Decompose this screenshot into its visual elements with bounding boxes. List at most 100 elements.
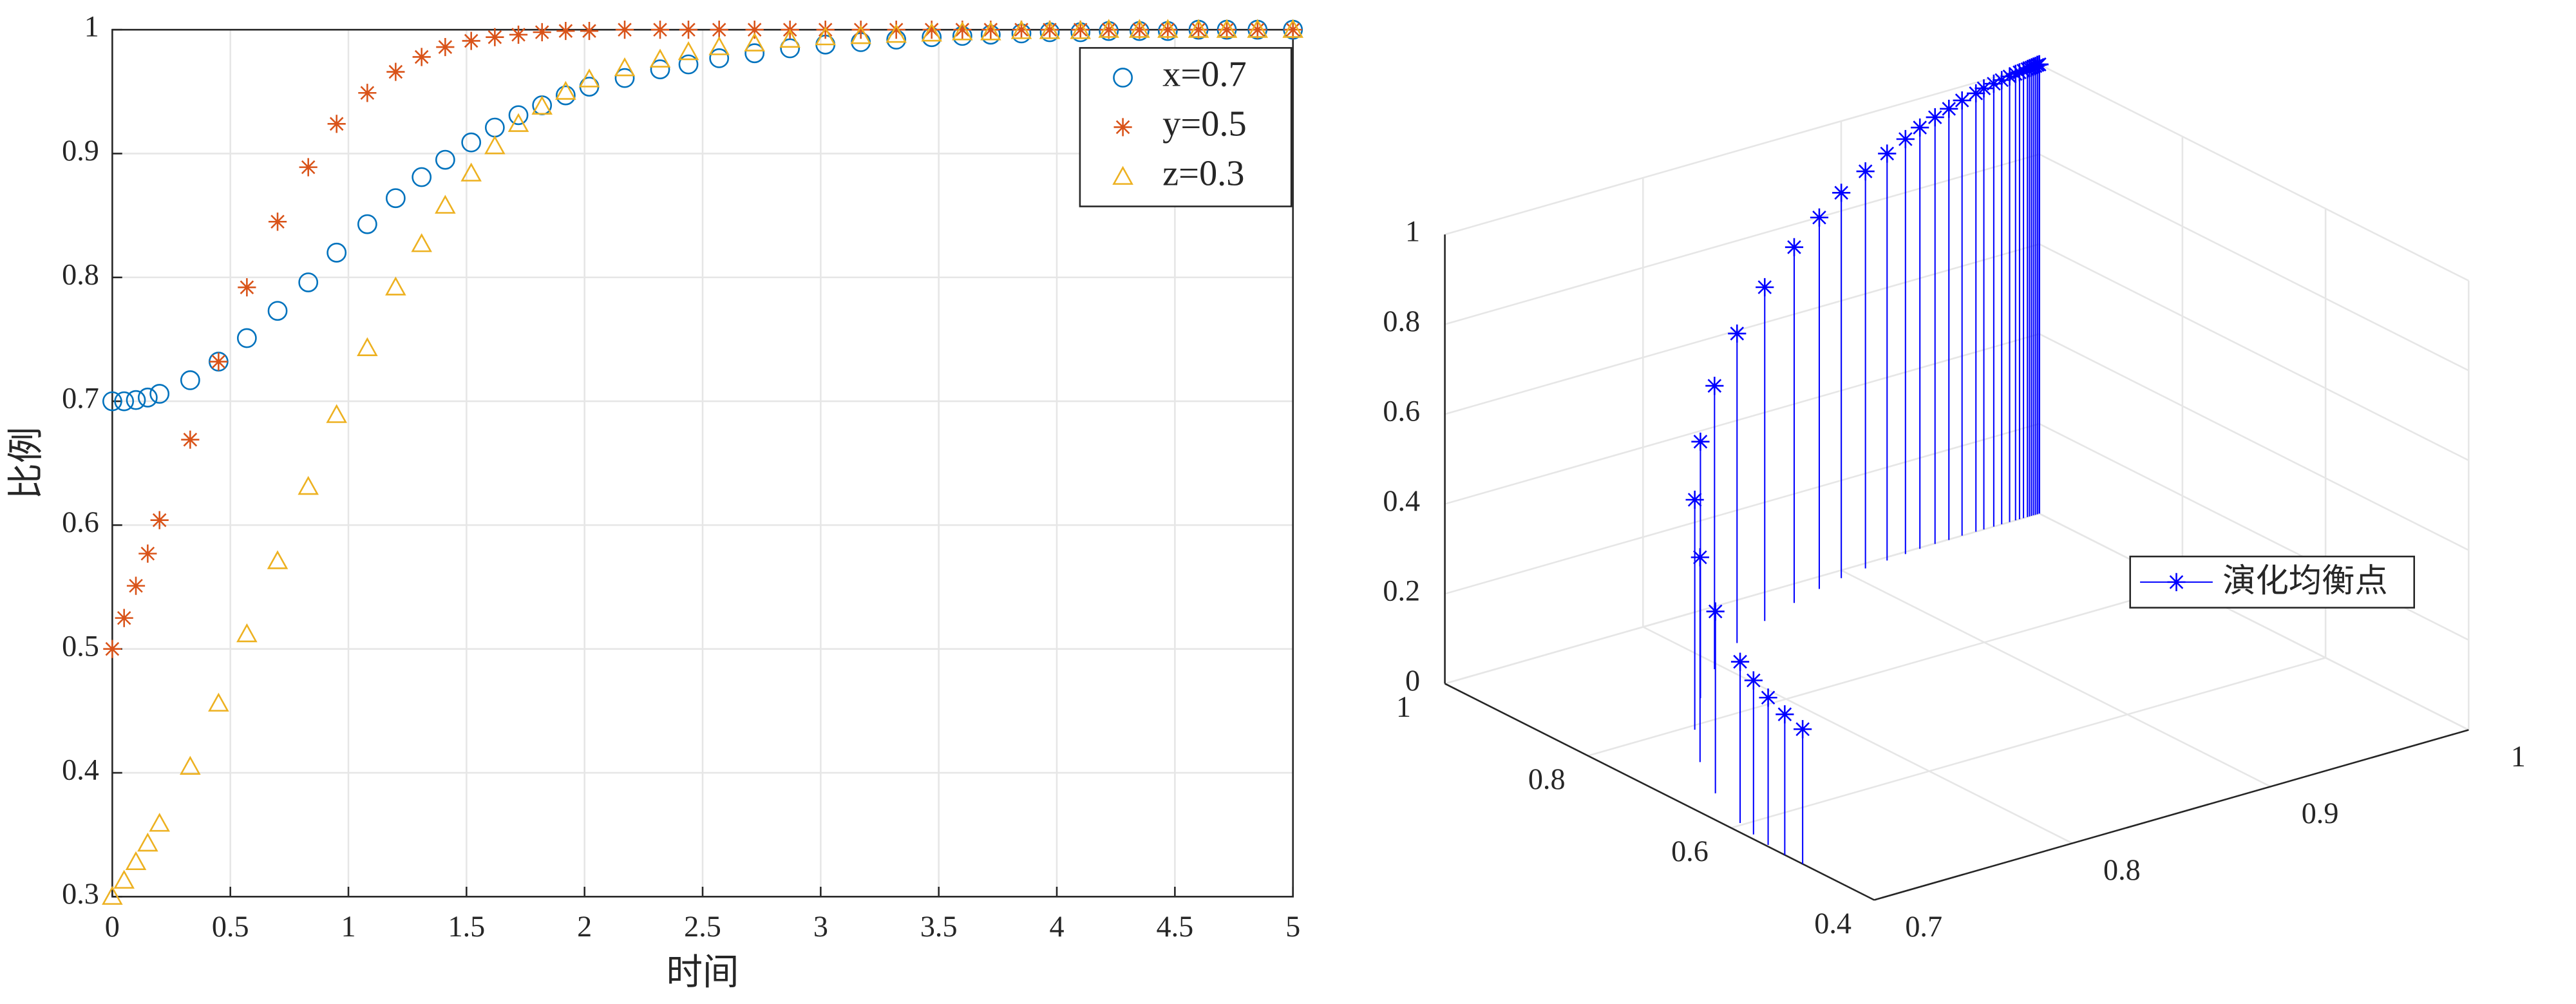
x-tick-label: 4.5 (1157, 910, 1194, 943)
z-tick-label: 0 (1405, 664, 1420, 697)
data-point (486, 28, 504, 46)
data-point (851, 21, 870, 39)
x-tick-label: 2.5 (684, 910, 721, 943)
data-point (411, 233, 432, 252)
data-point (102, 391, 122, 412)
data-point (533, 23, 551, 42)
data-point (298, 272, 319, 292)
data-point (460, 162, 482, 182)
y-axis-label: 比例 (6, 427, 46, 500)
data-point (236, 328, 257, 348)
data-point (181, 430, 200, 449)
data-point (327, 242, 347, 263)
data-point (238, 278, 256, 297)
y-tick-label: 1 (84, 10, 99, 43)
data-point (744, 32, 765, 52)
data-point (115, 609, 133, 627)
legend-marker (1113, 118, 1132, 137)
grid-line (1587, 585, 2183, 757)
grid-line (1730, 657, 2326, 829)
data-point (615, 21, 634, 39)
legend-label: z=0.3 (1162, 153, 1244, 193)
y-tick-label: 1 (1396, 690, 1411, 723)
data-point (981, 21, 1000, 39)
stem-marker (1776, 705, 1794, 724)
data-point (980, 21, 1001, 41)
data-point (507, 113, 529, 132)
stem-marker (1759, 688, 1777, 707)
data-point (710, 21, 728, 39)
data-point (779, 28, 800, 48)
stem-marker (1926, 108, 1944, 127)
data-point (435, 149, 455, 170)
data-point (1216, 19, 1238, 38)
data-point (1247, 19, 1268, 38)
data-point (180, 755, 201, 775)
data-point (208, 692, 229, 712)
data-point (484, 135, 506, 155)
data-point (850, 25, 871, 44)
y-tick-label: 0.8 (62, 258, 99, 290)
data-point (299, 158, 317, 176)
stem-marker (1993, 71, 2011, 90)
x-tick-label: 0.5 (212, 910, 249, 943)
data-point (614, 68, 635, 88)
stem-marker (1911, 118, 1929, 137)
z-tick-label: 0.4 (1383, 484, 1420, 517)
stem-marker (1706, 602, 1725, 621)
grid-line (2039, 333, 2469, 551)
data-point (385, 188, 406, 209)
data-point (149, 813, 170, 832)
stem-marker (2006, 64, 2025, 83)
data-point (1070, 20, 1091, 39)
data-point (780, 38, 800, 59)
data-point (435, 194, 456, 214)
x-tick-label: 0.8 (2103, 853, 2141, 886)
grid-line (1841, 569, 2271, 788)
x-tick-label: 3.5 (920, 910, 958, 943)
data-point (357, 337, 378, 356)
data-point (1189, 21, 1208, 39)
data-point (1040, 21, 1059, 39)
data-point (1159, 21, 1177, 39)
data-point (137, 387, 158, 408)
data-point (267, 301, 288, 321)
data-point (649, 48, 671, 68)
stem-marker (2014, 61, 2033, 80)
stem-marker (1810, 208, 1829, 227)
data-point (461, 132, 482, 153)
legend-label: x=0.7 (1162, 54, 1247, 94)
stem-marker (2010, 63, 2029, 82)
stem-marker (2000, 67, 2019, 86)
stem-marker (1984, 74, 2003, 93)
data-point (677, 41, 699, 61)
data-point (650, 21, 670, 39)
data-point (358, 84, 377, 102)
data-point (679, 21, 698, 39)
data-point (412, 48, 431, 66)
z-tick-label: 1 (1405, 215, 1420, 248)
x-tick-label: 1.5 (448, 910, 486, 943)
data-point (555, 85, 576, 106)
grid-line (1642, 626, 2073, 844)
data-point (555, 81, 576, 100)
axis-line (1873, 729, 2469, 901)
legend-label: y=0.5 (1162, 104, 1247, 144)
data-point (708, 36, 730, 55)
stem-marker (1896, 129, 1915, 149)
grid-line (2039, 513, 2469, 731)
data-point (1012, 21, 1031, 39)
data-point (953, 21, 972, 39)
data-point (327, 115, 346, 133)
data-point (298, 476, 319, 495)
grid-line (1444, 63, 2040, 236)
y-tick-label: 0.6 (1671, 835, 1709, 867)
stem-marker (1878, 144, 1897, 163)
stem-marker (1785, 238, 1804, 256)
data-point (436, 37, 455, 57)
legend-label: 演化均衡点 (2222, 562, 2387, 600)
data-point (114, 391, 135, 412)
data-point (886, 24, 907, 43)
x-tick-label: 4 (1049, 910, 1064, 943)
grid-line (2039, 153, 2469, 372)
